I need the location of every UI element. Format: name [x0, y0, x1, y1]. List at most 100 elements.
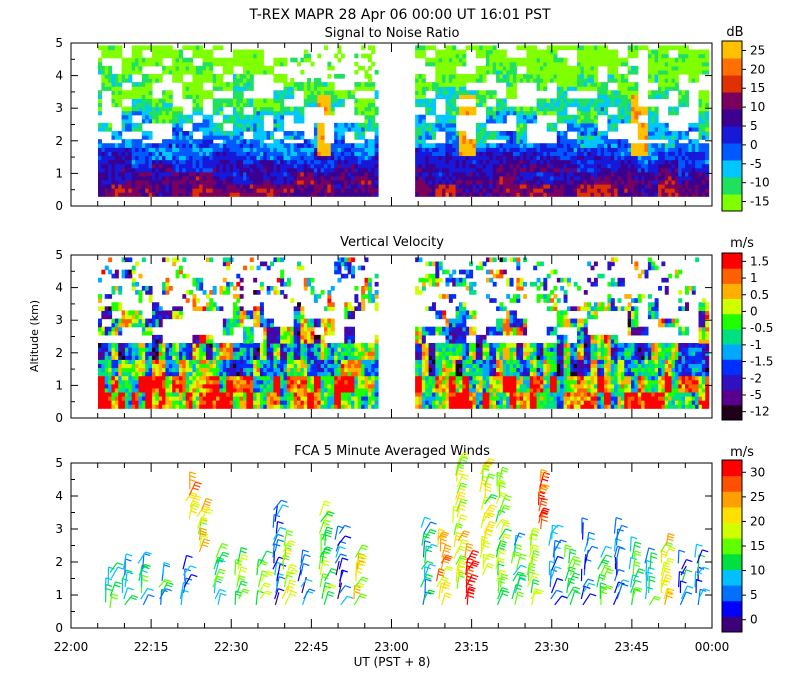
snr-cell [442, 57, 447, 63]
snr-cell [651, 163, 656, 169]
snr-cell [199, 155, 204, 161]
snr-cell [162, 179, 167, 185]
snr-cell [631, 171, 635, 177]
snr-cell [496, 188, 501, 193]
snr-cell [97, 110, 102, 116]
snr-cell [293, 192, 298, 197]
snr-cell [212, 98, 217, 104]
snr-cell [374, 126, 379, 132]
snr-cell [573, 139, 578, 144]
snr-cell [266, 184, 271, 189]
snr-cell [276, 126, 281, 132]
snr-cell [182, 135, 187, 140]
snr-cell [327, 73, 332, 79]
snr-cell [462, 192, 467, 197]
snr-cell [553, 159, 558, 165]
snr-cell [256, 167, 261, 173]
snr-cell [455, 147, 460, 152]
snr-cell [512, 155, 517, 161]
snr-cell [232, 90, 237, 95]
snr-cell [111, 131, 116, 136]
snr-cell [361, 135, 366, 140]
snr-cell [243, 78, 248, 83]
snr-cell [685, 90, 689, 95]
snr-cell [195, 69, 200, 75]
snr-cell [286, 171, 291, 177]
snr-cell [175, 122, 180, 128]
snr-cell [526, 179, 531, 185]
snr-cell [246, 61, 251, 67]
snr-cell [310, 143, 315, 148]
snr-cell [415, 82, 420, 87]
snr-cell [141, 192, 146, 197]
velocity-cell [114, 285, 119, 291]
velocity-cell [104, 294, 109, 299]
snr-heatmap [97, 45, 710, 197]
snr-cell [624, 163, 629, 169]
snr-cell [317, 171, 322, 177]
snr-cell [705, 49, 710, 55]
snr-cell [297, 82, 302, 87]
snr-cell [280, 163, 285, 169]
snr-cell [644, 188, 649, 193]
snr-cell [610, 94, 615, 100]
snr-cell [344, 163, 349, 169]
snr-cell [202, 188, 207, 193]
snr-cell [661, 90, 666, 95]
snr-cell [209, 118, 214, 124]
snr-cell [445, 163, 450, 169]
snr-cell [229, 69, 234, 75]
snr-cell [172, 122, 177, 128]
snr-cell [246, 98, 251, 104]
velocity-cell [118, 343, 123, 348]
snr-cell [566, 114, 571, 120]
snr-cell [553, 122, 558, 128]
snr-cell [286, 82, 291, 87]
snr-cell [307, 151, 312, 157]
snr-cell [485, 143, 490, 148]
snr-cell [293, 163, 298, 169]
snr-cell [168, 151, 173, 157]
snr-cell [570, 192, 575, 197]
snr-cell [600, 175, 605, 181]
snr-cell [573, 82, 578, 87]
snr-cell [550, 155, 555, 161]
snr-cell [499, 49, 504, 55]
snr-cell [249, 175, 254, 181]
snr-cell [590, 139, 595, 144]
snr-cell [610, 102, 615, 108]
snr-cell [108, 45, 113, 51]
snr-cell [371, 163, 376, 169]
snr-cell [448, 118, 453, 124]
snr-cell [290, 159, 295, 165]
snr-cell [121, 110, 126, 116]
snr-colorbar-label: 5 [750, 119, 758, 133]
snr-cell [283, 110, 288, 116]
snr-cell [688, 175, 693, 181]
snr-cell [364, 122, 369, 128]
snr-cell [259, 53, 264, 59]
snr-cell [175, 57, 180, 63]
snr-cell [114, 192, 119, 197]
snr-cell [695, 159, 700, 165]
snr-cell [205, 49, 210, 55]
velocity-cell [111, 355, 116, 360]
snr-cell [128, 179, 133, 185]
snr-cell [219, 122, 224, 128]
snr-cell [523, 106, 528, 112]
snr-cell [212, 167, 217, 173]
velocity-cell [111, 330, 116, 336]
snr-cell [162, 155, 167, 161]
velocity-cell [121, 343, 126, 348]
snr-cell [317, 143, 322, 148]
snr-cell [583, 163, 588, 169]
velocity-cell [108, 371, 113, 377]
snr-cell [178, 106, 183, 112]
snr-cell [189, 61, 194, 67]
snr-cell [239, 57, 244, 63]
snr-cell [600, 155, 605, 161]
snr-cell [229, 118, 234, 124]
snr-cell [563, 131, 568, 136]
snr-cell [415, 45, 420, 51]
snr-cell [533, 45, 538, 51]
